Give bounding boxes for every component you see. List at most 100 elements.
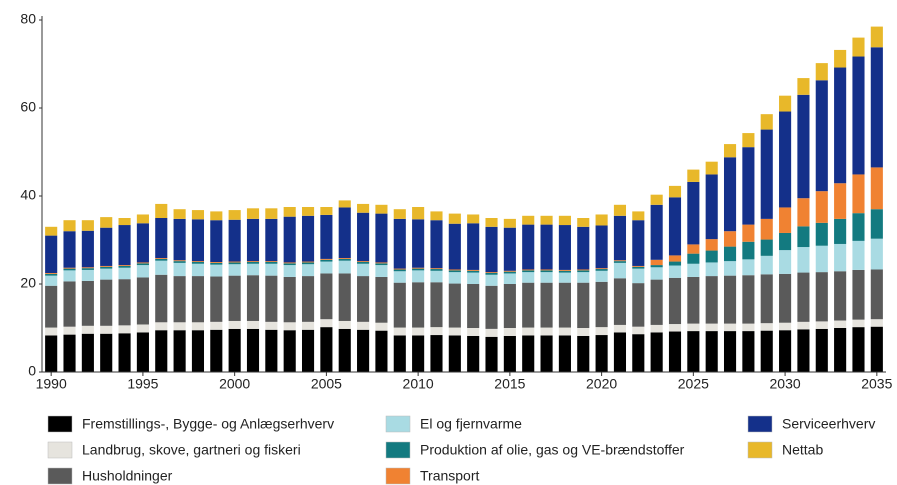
bar-segment (705, 262, 718, 277)
bar-segment (723, 331, 737, 372)
bar-segment (320, 258, 333, 260)
bar-segment (742, 275, 755, 324)
bar-segment (467, 328, 480, 336)
bar-segment (283, 330, 296, 372)
bar-segment (834, 49, 847, 68)
bar-segment (45, 273, 58, 276)
legend-swatch (747, 415, 773, 433)
bar-segment (191, 322, 205, 331)
bar-segment (448, 269, 461, 271)
bar-segment (852, 269, 865, 320)
bar-segment (760, 114, 773, 130)
bar-segment (577, 282, 590, 328)
bar-segment (632, 220, 645, 266)
bar-segment (118, 325, 131, 334)
legend-label: Serviceerhverv (782, 416, 875, 432)
bar-segment (191, 219, 205, 262)
bar-segment (283, 216, 296, 263)
bar-segment (136, 223, 149, 263)
bar-segment (632, 211, 645, 221)
bar-segment (668, 265, 682, 278)
bar-segment (301, 276, 315, 322)
bar-segment (283, 263, 296, 266)
bar-segment (448, 270, 461, 273)
bar-segment (540, 282, 553, 328)
bar-segment (613, 278, 627, 325)
bar-segment (613, 262, 627, 279)
bar-segment (100, 265, 113, 267)
bar-segment (503, 284, 516, 328)
bar-segment (430, 270, 443, 283)
bar-segment (723, 275, 737, 324)
bar-segment (136, 265, 149, 278)
bar-segment (100, 217, 113, 228)
bar-segment (338, 260, 351, 274)
bar-segment (136, 263, 149, 266)
legend-label: Fremstillings-, Bygge- og Anlægserhverv (82, 416, 334, 432)
bar-segment (338, 207, 351, 259)
bar-segment (485, 274, 498, 286)
bar-segment (815, 191, 828, 223)
bar-segment (723, 157, 737, 232)
bar-segment (797, 247, 810, 273)
bar-segment (613, 215, 627, 261)
bar-segment (485, 273, 498, 275)
bar-segment (393, 335, 406, 372)
bar-segment (723, 246, 737, 262)
bar-segment (191, 261, 205, 262)
bar-segment (81, 267, 94, 269)
bar-segment (797, 78, 810, 95)
x-tick-label: 2015 (494, 376, 525, 392)
bar-segment (687, 276, 700, 324)
bar-segment (320, 261, 333, 274)
bar-segment (723, 323, 737, 332)
bar-segment (779, 250, 792, 274)
bar-segment (595, 225, 608, 269)
bar-segment (503, 271, 516, 274)
bar-segment (668, 331, 682, 372)
bar-segment (191, 263, 205, 277)
bar-segment (595, 270, 608, 282)
bar-segment (870, 269, 883, 320)
bar-segment (650, 279, 663, 325)
bar-segment (779, 95, 792, 112)
bar-segment (155, 258, 168, 259)
bar-segment (558, 327, 571, 336)
bar-segment (412, 267, 425, 269)
bar-segment (210, 211, 223, 221)
bar-segment (301, 264, 315, 277)
bar-segment (577, 218, 590, 227)
bar-segment (357, 203, 370, 213)
bar-segment (45, 226, 58, 236)
bar-segment (503, 227, 516, 271)
bar-segment (375, 265, 388, 277)
bar-segment (797, 94, 810, 199)
bar-segment (522, 270, 535, 273)
bar-segment (173, 276, 186, 323)
bar-segment (834, 271, 847, 321)
bar-segment (265, 275, 278, 322)
bar-segment (815, 80, 828, 192)
bar-segment (228, 219, 241, 262)
bar-segment (357, 263, 370, 277)
bar-segment (228, 320, 241, 329)
legend-label: Transport (420, 468, 480, 484)
bar-segment (81, 220, 94, 231)
bar-segment (228, 210, 241, 220)
bar-segment (155, 260, 168, 275)
bar-segment (760, 218, 773, 240)
bar-segment (265, 208, 278, 219)
bar-segment (228, 275, 241, 321)
bar-segment (687, 244, 700, 254)
bar-segment (320, 214, 333, 259)
bar-segment (173, 260, 186, 262)
bar-segment (705, 323, 718, 332)
bar-segment (191, 210, 205, 220)
bar-segment (81, 268, 94, 270)
bar-segment (760, 323, 773, 331)
bar-segment (246, 262, 260, 264)
bar-segment (705, 250, 718, 263)
bar-segment (467, 214, 480, 224)
bar-segment (852, 319, 865, 328)
bar-segment (155, 218, 168, 259)
